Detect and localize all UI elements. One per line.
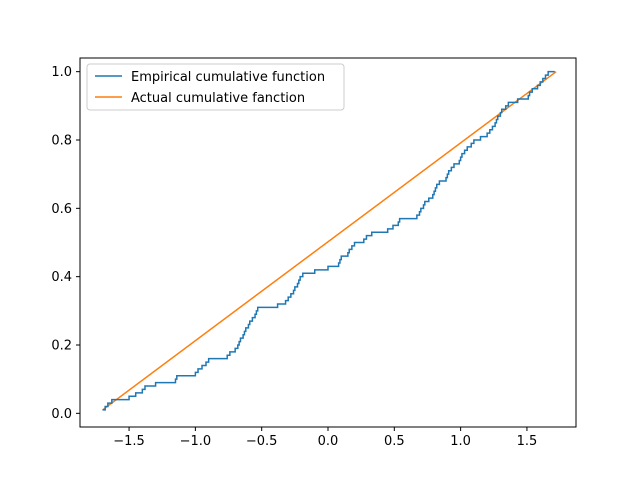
legend-label-empirical: Empirical cumulative function	[131, 70, 325, 85]
x-axis: −1.5 −1.0 −0.5 0.0 0.5 1.0 1.5	[113, 427, 537, 449]
y-tick-label: 1.0	[51, 65, 72, 80]
legend-box	[86, 63, 345, 111]
y-tick-label: 0.4	[51, 270, 72, 285]
legend-label-actual: Actual cumulative fanction	[131, 91, 305, 106]
y-tick-label: 0.2	[51, 339, 72, 354]
series-layer	[102, 70, 557, 411]
x-tick-label: 0.0	[318, 434, 339, 449]
y-tick-label: 0.6	[51, 202, 72, 217]
x-tick-label: −1.5	[113, 434, 145, 449]
legend: Empirical cumulative function Actual cum…	[86, 63, 345, 111]
x-tick-label: 1.0	[450, 434, 471, 449]
y-tick-label: 0.0	[51, 407, 72, 422]
x-tick-label: −1.0	[180, 434, 212, 449]
y-axis: 0.0 0.2 0.4 0.6 0.8 1.0	[51, 65, 80, 422]
series-line-actual	[102, 71, 557, 411]
x-tick-label: 1.5	[517, 434, 538, 449]
y-tick-label: 0.8	[51, 134, 72, 149]
x-tick-label: 0.5	[384, 434, 405, 449]
series-line-empirical	[102, 70, 555, 411]
x-tick-label: −0.5	[246, 434, 278, 449]
